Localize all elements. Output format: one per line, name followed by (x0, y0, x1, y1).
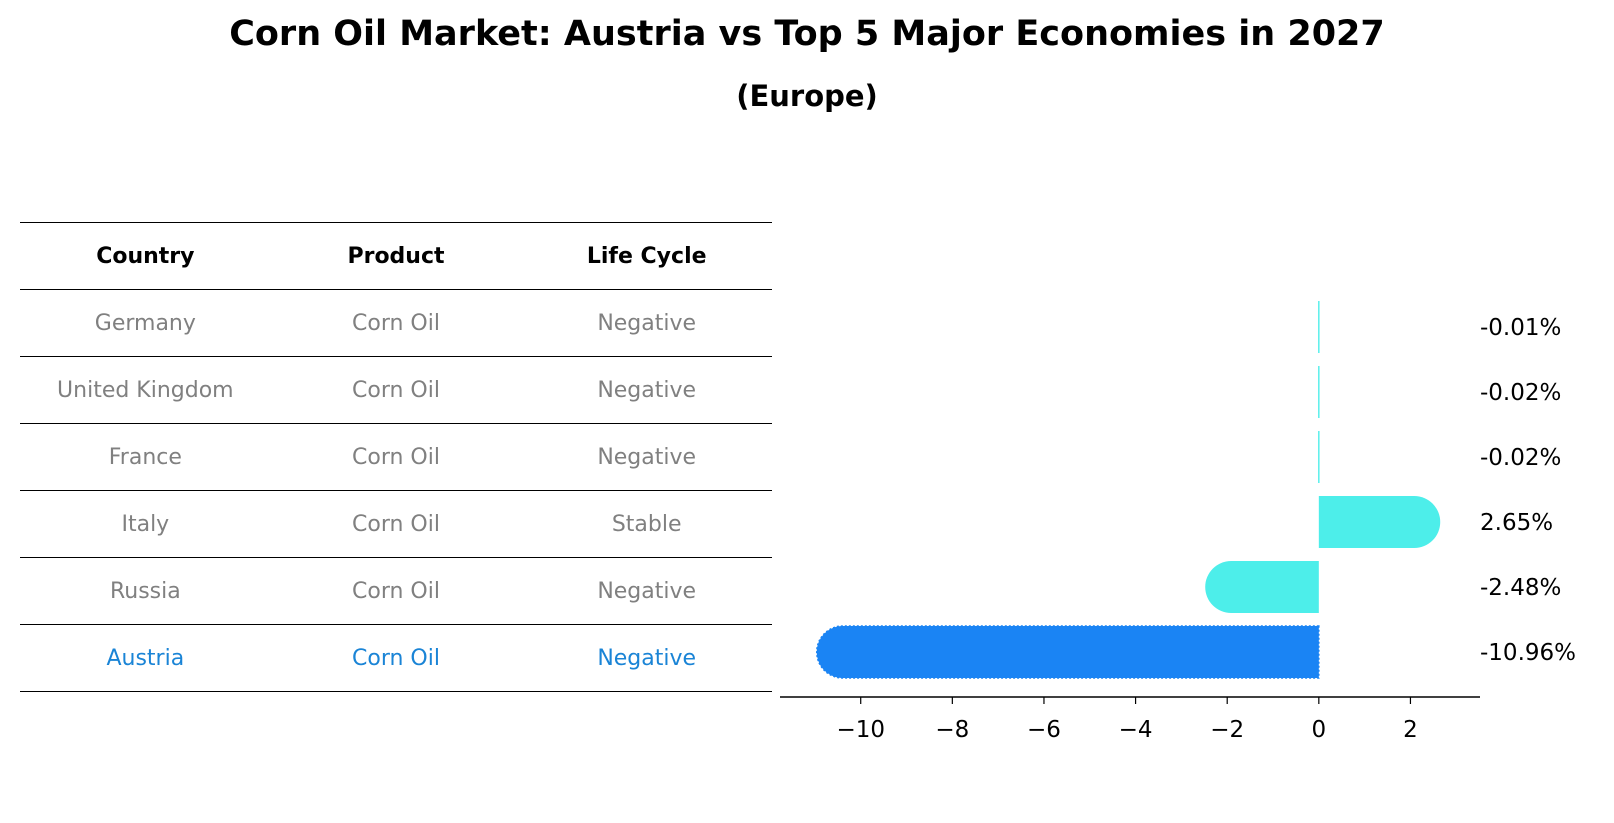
bar-united-kingdom (1318, 366, 1320, 418)
life-cycle-cell: Negative (597, 310, 697, 336)
bar-austria (815, 625, 1320, 679)
product-cell: Corn Oil (352, 511, 440, 537)
x-tick-label: −4 (1119, 717, 1153, 743)
table-row: United Kingdom Corn Oil Negative (20, 357, 772, 424)
value-label: -0.01% (1480, 315, 1561, 341)
value-label: -10.96% (1480, 640, 1576, 666)
product-cell: Corn Oil (352, 310, 440, 336)
x-tick-label: 2 (1403, 717, 1418, 743)
product-cell: Corn Oil (352, 444, 440, 470)
life-cycle-cell: Negative (597, 444, 697, 470)
value-label: -0.02% (1480, 445, 1561, 471)
x-tick-label: 0 (1312, 717, 1327, 743)
country-cell: Germany (94, 310, 196, 336)
bar-germany (1318, 301, 1320, 353)
x-tick-label: −8 (935, 717, 969, 743)
product-cell: Corn Oil (352, 377, 440, 403)
chart-title: Corn Oil Market: Austria vs Top 5 Major … (229, 14, 1385, 54)
product-cell: Corn Oil (352, 645, 440, 671)
header-life-cycle: Life Cycle (586, 243, 707, 269)
product-cell: Corn Oil (352, 578, 440, 604)
bar-france (1318, 431, 1320, 483)
country-cell: Russia (109, 578, 181, 604)
life-cycle-cell: Stable (611, 511, 682, 537)
country-cell: Austria (106, 645, 185, 671)
x-tick-label: −6 (1027, 717, 1061, 743)
life-cycle-cell: Negative (597, 377, 697, 403)
table-row: Russia Corn Oil Negative (20, 558, 772, 625)
country-cell: France (108, 444, 182, 470)
bar-italy (1318, 496, 1441, 548)
chart-subtitle: (Europe) (736, 79, 878, 113)
value-label: 2.65% (1480, 510, 1553, 536)
life-cycle-cell: Negative (597, 645, 697, 671)
life-cycle-cell: Negative (597, 578, 697, 604)
country-cell: Italy (121, 511, 170, 537)
x-tick-label: −2 (1210, 717, 1244, 743)
value-label: -2.48% (1480, 575, 1561, 601)
header-country: Country (96, 243, 195, 269)
header-product: Product (347, 243, 445, 269)
growth-bar-chart: -0.01% -0.02% -0.02% 2.65% -2.48% -10.96% −10 −… (780, 301, 1576, 743)
table-row: Germany Corn Oil Negative (20, 290, 772, 357)
country-cell: United Kingdom (57, 377, 234, 403)
bar-russia (1205, 561, 1319, 613)
x-tick-label: −10 (836, 717, 885, 743)
country-table: Country Product Life Cycle Germany Corn … (20, 222, 772, 692)
table-header-row: Country Product Life Cycle (20, 223, 772, 290)
table-row: Italy Corn Oil Stable (20, 491, 772, 558)
table-row-highlighted: Austria Corn Oil Negative (20, 625, 772, 692)
value-label: -0.02% (1480, 380, 1561, 406)
table-row: France Corn Oil Negative (20, 424, 772, 491)
